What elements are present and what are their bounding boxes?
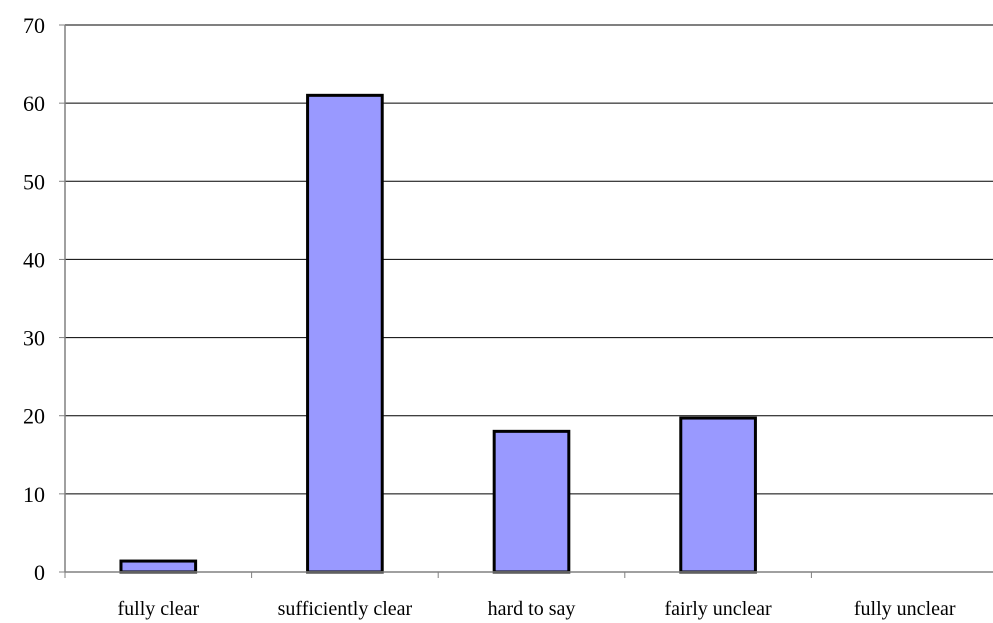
y-tick-label: 70	[23, 13, 45, 38]
y-tick-label: 50	[23, 169, 45, 194]
axes	[59, 24, 993, 578]
y-axis-tick-labels: 0 10 20 30 40 50 60 70	[23, 13, 45, 585]
y-tick-label: 30	[23, 326, 45, 351]
y-tick-label: 40	[23, 247, 45, 272]
bar-sufficiently-clear	[306, 93, 384, 574]
gridlines	[65, 24, 993, 495]
x-category-label: fully unclear	[854, 598, 956, 620]
x-category-label: fully clear	[117, 598, 199, 620]
x-category-label: fairly unclear	[665, 598, 772, 620]
bar-fairly-unclear	[679, 416, 757, 574]
bars	[119, 93, 757, 574]
x-axis-category-labels: fully clear sufficiently clear hard to say…	[117, 598, 955, 620]
x-category-label: hard to say	[488, 598, 576, 620]
bar-hard-to-say	[492, 429, 571, 574]
bar-fully-clear	[119, 559, 198, 574]
y-tick-label: 60	[23, 91, 45, 116]
y-tick-label: 0	[34, 560, 45, 585]
y-tick-label: 10	[23, 482, 45, 507]
y-tick-label: 20	[23, 404, 45, 429]
x-category-label: sufficiently clear	[278, 598, 413, 620]
